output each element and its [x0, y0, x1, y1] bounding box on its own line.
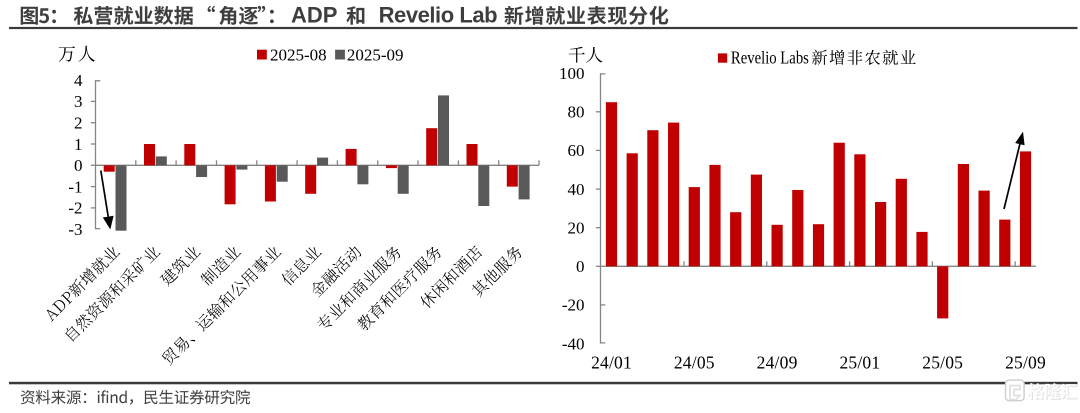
svg-text:0: 0	[576, 257, 585, 276]
svg-text:60: 60	[568, 141, 585, 160]
svg-text:4: 4	[74, 71, 83, 90]
svg-text:20: 20	[568, 219, 585, 238]
svg-text:0: 0	[74, 156, 83, 175]
svg-text:2025-08: 2025-08	[270, 45, 327, 64]
svg-text:80: 80	[568, 103, 585, 122]
svg-text:-2: -2	[68, 199, 82, 218]
svg-text:40: 40	[568, 180, 585, 199]
svg-text:2025-09: 2025-09	[347, 45, 404, 64]
svg-text:25/05: 25/05	[922, 353, 963, 373]
svg-text:24/01: 24/01	[591, 353, 632, 373]
svg-text:25/09: 25/09	[1005, 353, 1046, 373]
svg-text:3: 3	[74, 92, 83, 111]
svg-text:Revelio Lab: Revelio Lab	[379, 3, 498, 28]
svg-text:25/01: 25/01	[839, 353, 880, 373]
svg-text:24/09: 24/09	[757, 353, 798, 373]
svg-text:-20: -20	[562, 296, 585, 315]
svg-text:Revelio Labs: Revelio Labs	[731, 47, 809, 67]
svg-text:ADP: ADP	[291, 3, 337, 28]
svg-text:100: 100	[559, 64, 585, 83]
svg-text:1: 1	[74, 135, 83, 154]
svg-text:-40: -40	[562, 334, 585, 353]
svg-text:-1: -1	[68, 177, 82, 196]
svg-text:2: 2	[74, 114, 83, 133]
svg-text:-3: -3	[68, 220, 82, 239]
svg-text:24/05: 24/05	[674, 353, 715, 373]
